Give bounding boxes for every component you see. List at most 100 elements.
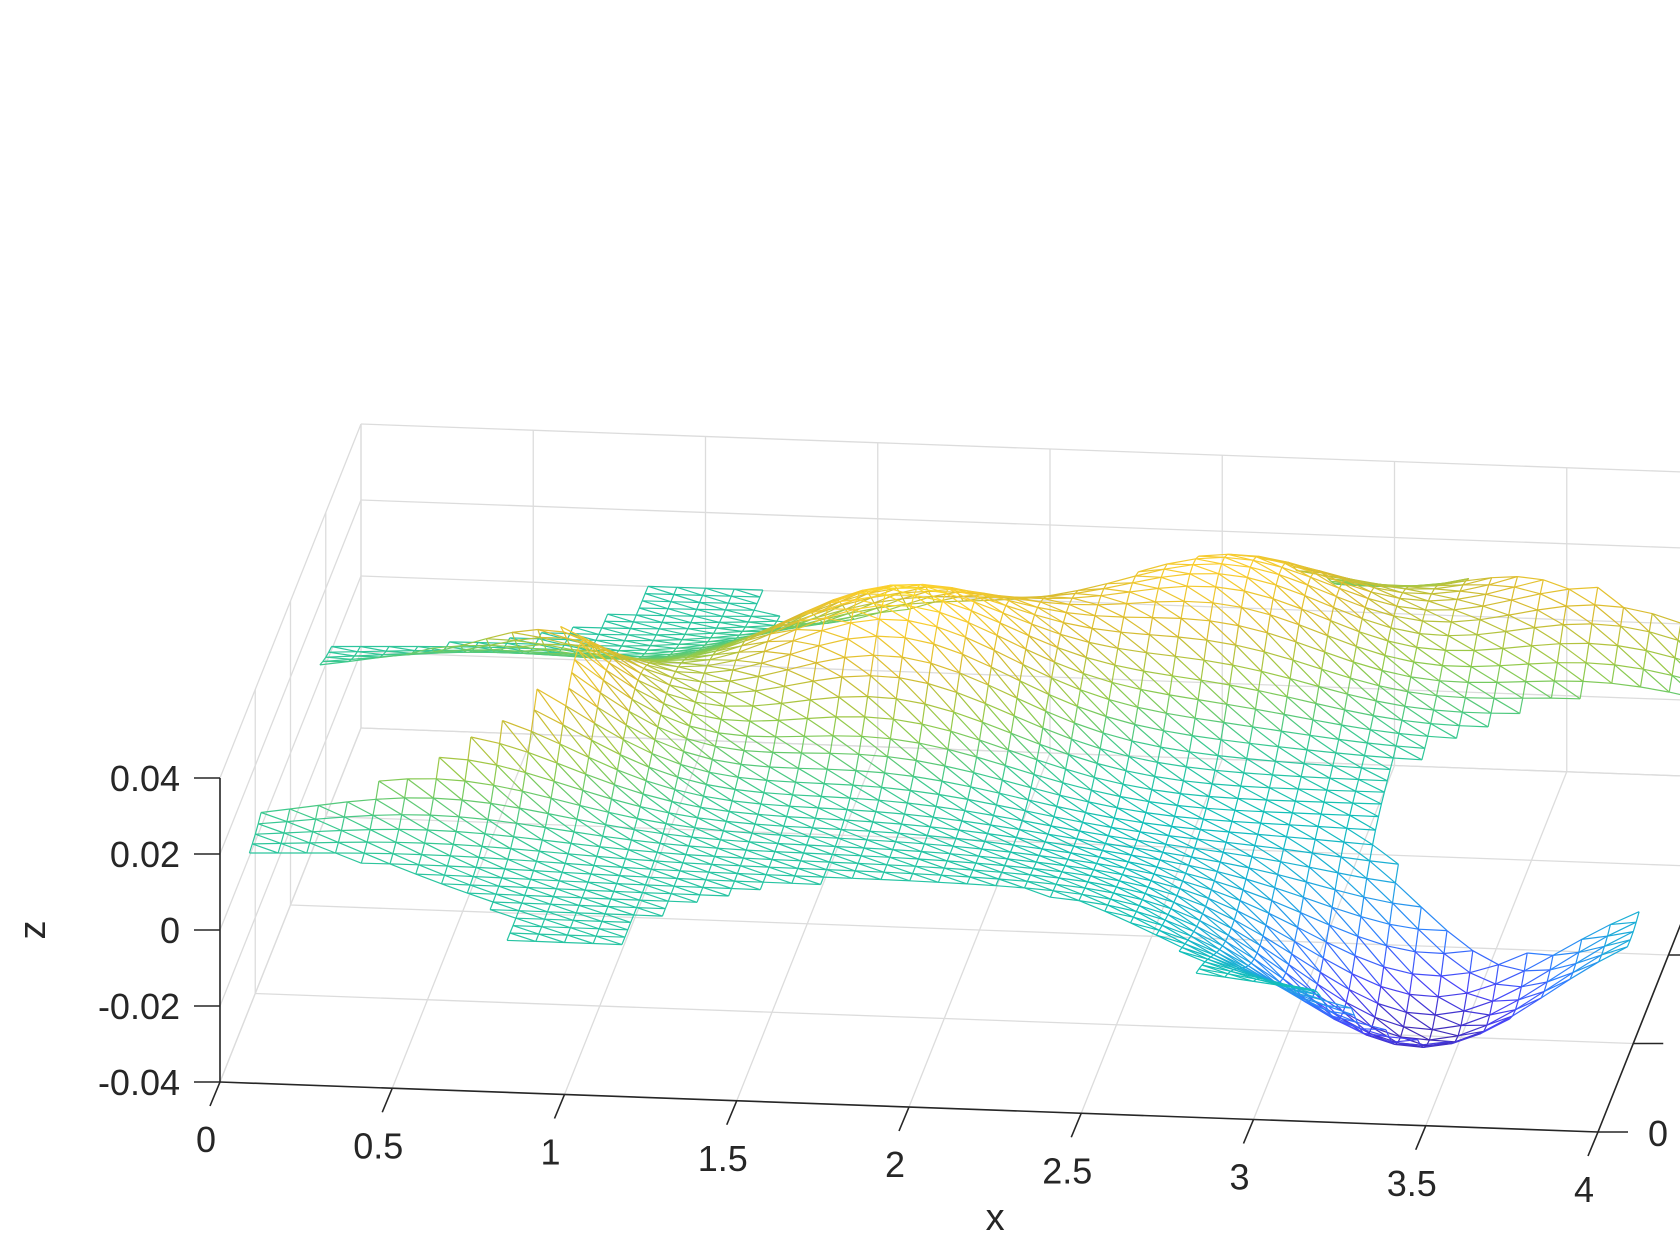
- mesh-edge: [1107, 904, 1134, 918]
- mesh-edge: [869, 821, 874, 832]
- mesh-edge: [1219, 852, 1224, 863]
- mesh-edge: [1129, 591, 1156, 603]
- mesh-edge: [1254, 834, 1259, 846]
- mesh-edge: [1073, 706, 1078, 724]
- mesh-edge: [1059, 877, 1088, 883]
- mesh-edge: [664, 900, 669, 909]
- mesh-edge: [1289, 660, 1294, 679]
- mesh-edge: [1088, 801, 1118, 809]
- mesh-edge: [705, 879, 735, 882]
- mesh-edge: [537, 628, 564, 633]
- mesh-edge: [1601, 946, 1628, 956]
- mesh-edge: [1354, 955, 1382, 987]
- mesh-edge: [1338, 738, 1365, 757]
- mesh-edge: [1459, 584, 1489, 592]
- mesh-edge: [634, 829, 661, 844]
- mesh-edge: [959, 672, 986, 704]
- mesh-edge: [614, 784, 641, 808]
- mesh-edge: [707, 665, 733, 671]
- mesh-edge: [883, 864, 888, 873]
- mesh-edge: [541, 926, 568, 936]
- mesh-edge: [489, 644, 518, 648]
- mesh-edge: [1447, 621, 1452, 636]
- mesh-edge: [1065, 604, 1070, 613]
- mesh-edge: [516, 807, 521, 824]
- mesh-edge: [1329, 777, 1356, 792]
- mesh-edge: [286, 821, 313, 833]
- mesh-edge: [1528, 645, 1533, 665]
- mesh-edge: [931, 591, 958, 598]
- mesh-edge: [1248, 867, 1276, 889]
- mesh-edge: [1265, 913, 1270, 926]
- mesh-edge: [1082, 657, 1087, 674]
- mesh-edge: [1056, 805, 1083, 823]
- mesh-edge: [1057, 647, 1084, 674]
- mesh-edge: [699, 601, 726, 611]
- mesh-edge: [1524, 969, 1551, 972]
- mesh-edge: [361, 862, 391, 865]
- mesh-edge: [965, 636, 995, 651]
- mesh-edge: [1113, 892, 1143, 901]
- mesh-edge: [613, 883, 618, 892]
- mesh-edge: [1308, 852, 1313, 868]
- mesh-edge: [1126, 591, 1131, 604]
- mesh-edge: [761, 651, 766, 664]
- mesh-edge: [595, 928, 600, 937]
- mesh-edge: [1162, 713, 1167, 731]
- mesh-edge: [967, 610, 972, 623]
- mesh-edge: [630, 914, 635, 923]
- mesh-edge: [953, 711, 983, 723]
- mesh-edge: [919, 584, 949, 590]
- mesh-edge: [933, 626, 938, 645]
- mesh-edge: [1294, 788, 1299, 802]
- mesh-edge: [1353, 661, 1383, 672]
- mesh-edge: [498, 877, 503, 887]
- mesh-edge: [1104, 910, 1131, 924]
- mesh-edge: [696, 602, 701, 610]
- mesh-edge: [650, 645, 677, 649]
- mesh-edge: [604, 620, 634, 623]
- mesh-edge: [530, 730, 558, 764]
- mesh-edge: [1474, 647, 1503, 652]
- mesh-edge: [1102, 732, 1130, 757]
- mesh-edge: [1364, 598, 1369, 608]
- mesh-edge: [1440, 953, 1445, 977]
- mesh-edge: [825, 861, 830, 870]
- mesh-edge: [993, 814, 1020, 831]
- mesh-edge: [1157, 761, 1187, 768]
- mesh-edge: [1333, 606, 1360, 633]
- mesh-edge: [1147, 886, 1178, 897]
- mesh-edge: [818, 807, 848, 811]
- mesh-edge: [1120, 631, 1147, 654]
- mesh-edge: [653, 860, 681, 872]
- mesh-edge: [1366, 729, 1371, 744]
- mesh-edge: [734, 588, 761, 598]
- mesh-edge: [996, 634, 1027, 650]
- mesh-edge: [1177, 804, 1207, 809]
- mesh-edge: [541, 918, 546, 927]
- mesh-edge: [1329, 607, 1335, 621]
- mesh-edge: [618, 649, 648, 652]
- mesh-edge: [447, 865, 474, 878]
- mesh-edge: [1101, 843, 1106, 851]
- mesh-edge: [794, 768, 799, 783]
- mesh-edge: [893, 718, 923, 725]
- mesh-edge: [853, 608, 880, 620]
- mesh-edge: [1617, 626, 1622, 646]
- mesh-edge: [561, 863, 566, 873]
- mesh-edge: [876, 635, 903, 658]
- mesh-edge: [441, 883, 468, 894]
- mesh-edge: [990, 815, 995, 826]
- mesh-edge: [1160, 730, 1165, 748]
- mesh-edge: [617, 769, 647, 782]
- mesh-edge: [639, 899, 669, 902]
- mesh-edge: [681, 639, 708, 643]
- mesh-edge: [1206, 639, 1236, 646]
- mesh-edge: [524, 887, 529, 896]
- mesh-edge: [1239, 900, 1267, 926]
- mesh-edge: [643, 667, 670, 686]
- mesh-edge: [936, 612, 941, 627]
- mesh-edge: [1205, 898, 1210, 907]
- mesh-edge: [1671, 657, 1676, 676]
- mesh-edge: [1329, 765, 1334, 779]
